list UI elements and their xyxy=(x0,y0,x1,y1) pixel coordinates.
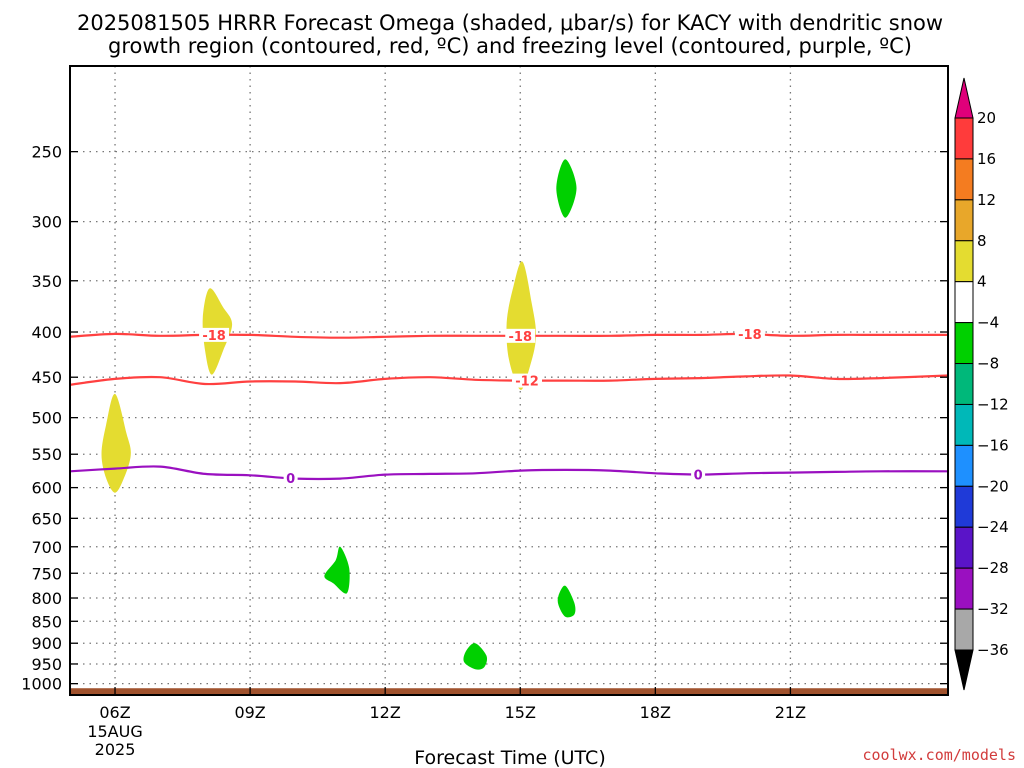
colorbar-label--20: −20 xyxy=(977,477,1009,495)
y-tick-label-300: 300 xyxy=(31,213,62,232)
contour-label-dgz-minus18-2: -18 xyxy=(738,328,762,343)
contour-label-dgz-minus18-1: -18 xyxy=(509,330,533,345)
contour-label-bg xyxy=(512,373,543,388)
y-tick-label-850: 850 xyxy=(31,612,62,631)
contour-dgz-minus12 xyxy=(70,374,948,386)
omega-area-green-930mb-14z xyxy=(463,643,488,670)
y-tick-label-700: 700 xyxy=(31,538,62,557)
contour-label-bg xyxy=(283,471,298,486)
contour-label-freezing-level-0: 0 xyxy=(286,472,295,487)
ground-layer xyxy=(70,688,948,695)
y-tick-label-400: 400 xyxy=(31,323,62,342)
colorbar-label--24: −24 xyxy=(977,518,1009,536)
grid-lines xyxy=(70,66,948,695)
colorbar-label--32: −32 xyxy=(977,600,1009,618)
y-tick-label-650: 650 xyxy=(31,509,62,528)
chart-title-line1: 2025081505 HRRR Forecast Omega (shaded, … xyxy=(77,11,943,35)
y-tick-label-450: 450 xyxy=(31,368,62,387)
colorbar-band--24-to--20 xyxy=(954,485,974,528)
x-tick-label-18Z: 18Z xyxy=(640,703,671,722)
colorbar-band-4-to-8 xyxy=(954,240,974,283)
colorbar-band--16-to--12 xyxy=(954,403,974,446)
y-tick-label-950: 950 xyxy=(31,655,62,674)
y-tick-label-600: 600 xyxy=(31,479,62,498)
omega-area-green-800mb-16z xyxy=(557,585,576,618)
contour-label-bg xyxy=(691,467,706,482)
y-tick-label-750: 750 xyxy=(31,564,62,583)
colorbar-label--12: −12 xyxy=(977,395,1009,413)
colorbar-band-16-to-20 xyxy=(954,117,974,160)
colorbar-band-12-to-16 xyxy=(954,158,974,201)
colorbar-label--8: −8 xyxy=(977,355,999,373)
colorbar-label-20: 20 xyxy=(977,109,996,127)
colorbar-label--28: −28 xyxy=(977,559,1009,577)
plot-frame xyxy=(69,65,949,696)
colorbar-band--20-to--16 xyxy=(954,444,974,487)
ground-fill xyxy=(70,688,948,695)
colorbar-band--32-to--28 xyxy=(954,567,974,610)
colorbar-bottom-arrow xyxy=(954,649,974,691)
contour-label-bg xyxy=(505,328,536,343)
colorbar-band--4-to-4 xyxy=(954,281,974,324)
x-tick-label-21Z: 21Z xyxy=(775,703,806,722)
x-axis-label: Forecast Time (UTC) xyxy=(414,747,605,768)
colorbar-label--4: −4 xyxy=(977,314,999,332)
colorbar-band--36-to--32 xyxy=(954,608,974,651)
y-tick-label-550: 550 xyxy=(31,445,62,464)
x-tick-label-09Z: 09Z xyxy=(234,703,265,722)
x-tick-date: 15AUG xyxy=(87,722,142,741)
x-tick-label-06Z: 06Z xyxy=(99,703,130,722)
x-tick-label-12Z: 12Z xyxy=(370,703,401,722)
colorbar-band--28-to--24 xyxy=(954,526,974,569)
contour-label-bg xyxy=(199,327,230,342)
credit-text: coolwx.com/models xyxy=(862,746,1016,764)
y-tick-label-800: 800 xyxy=(31,589,62,608)
contour-label-freezing-level-1: 0 xyxy=(694,469,703,484)
colorbar: 20 16 12 8 4 −4 −8 −12 −16 −20 −24 −28 −32 −36 xyxy=(954,77,1009,691)
contour-labels: -18 -18 -18 -12 0 0 xyxy=(199,327,765,487)
omega-area-yellow-400mb-15z xyxy=(506,261,537,390)
x-tick-label-15Z: 15Z xyxy=(505,703,536,722)
contour-label-dgz-minus12-0: -12 xyxy=(515,375,539,390)
contour-label-dgz-minus18-0: -18 xyxy=(202,329,226,344)
contour-freezing-level xyxy=(70,465,948,481)
colorbar-band--8-to--4 xyxy=(954,322,974,365)
y-tick-label-1000: 1000 xyxy=(21,675,62,694)
y-tick-label-500: 500 xyxy=(31,409,62,428)
colorbar-label-4: 4 xyxy=(977,273,987,291)
y-tick-label-900: 900 xyxy=(31,634,62,653)
omega-area-green-270mb-16z xyxy=(556,159,577,218)
colorbar-top-arrow xyxy=(954,77,974,119)
x-tick-year: 2025 xyxy=(95,740,136,759)
y-axis-ticks: 250 300 350 400 450 500 550 600 650 700 750 800 850 9… xyxy=(21,143,948,694)
colorbar-band-8-to-12 xyxy=(954,199,974,242)
y-tick-label-250: 250 xyxy=(31,143,62,162)
colorbar-label--36: −36 xyxy=(977,641,1009,659)
contour-label-bg xyxy=(734,327,765,342)
y-tick-label-350: 350 xyxy=(31,272,62,291)
colorbar-label-16: 16 xyxy=(977,150,996,168)
colorbar-label-8: 8 xyxy=(977,232,987,250)
omega-area-green-750mb-11z xyxy=(324,546,350,594)
chart-title-line2: growth region (contoured, red, ºC) and f… xyxy=(108,34,912,58)
colorbar-label--16: −16 xyxy=(977,436,1009,454)
colorbar-label-12: 12 xyxy=(977,191,996,209)
colorbar-band--12-to--8 xyxy=(954,363,974,405)
